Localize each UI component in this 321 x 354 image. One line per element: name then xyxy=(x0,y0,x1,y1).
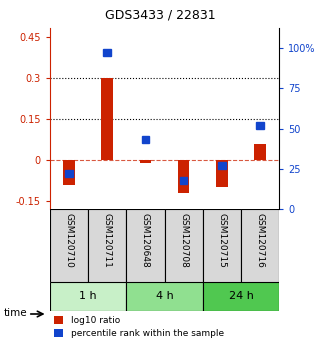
Bar xyxy=(142,136,149,143)
Legend: log10 ratio, percentile rank within the sample: log10 ratio, percentile rank within the … xyxy=(54,316,224,338)
Text: 1 h: 1 h xyxy=(79,291,97,301)
Bar xyxy=(216,160,228,187)
Bar xyxy=(218,162,226,169)
Bar xyxy=(241,209,279,282)
Text: GSM120716: GSM120716 xyxy=(256,213,265,268)
Text: time: time xyxy=(3,308,27,318)
Text: GSM120715: GSM120715 xyxy=(217,213,226,268)
Bar xyxy=(126,282,203,311)
Text: 4 h: 4 h xyxy=(156,291,173,301)
Bar xyxy=(255,143,266,160)
Text: GDS3433 / 22831: GDS3433 / 22831 xyxy=(105,9,216,22)
Bar xyxy=(203,209,241,282)
Bar xyxy=(63,160,74,185)
Bar xyxy=(203,282,279,311)
Bar xyxy=(65,170,73,177)
Bar xyxy=(103,49,111,56)
Bar xyxy=(50,282,126,311)
Text: GSM120711: GSM120711 xyxy=(103,213,112,268)
Text: GSM120710: GSM120710 xyxy=(65,213,74,268)
Bar xyxy=(180,177,187,184)
Bar xyxy=(178,160,189,193)
Text: GSM120708: GSM120708 xyxy=(179,213,188,268)
Text: GSM120648: GSM120648 xyxy=(141,213,150,268)
Bar xyxy=(256,122,264,129)
Bar xyxy=(140,160,151,163)
Bar xyxy=(50,209,88,282)
Text: 24 h: 24 h xyxy=(229,291,254,301)
Bar xyxy=(88,209,126,282)
Bar xyxy=(101,78,113,160)
Bar xyxy=(126,209,164,282)
Bar xyxy=(164,209,203,282)
